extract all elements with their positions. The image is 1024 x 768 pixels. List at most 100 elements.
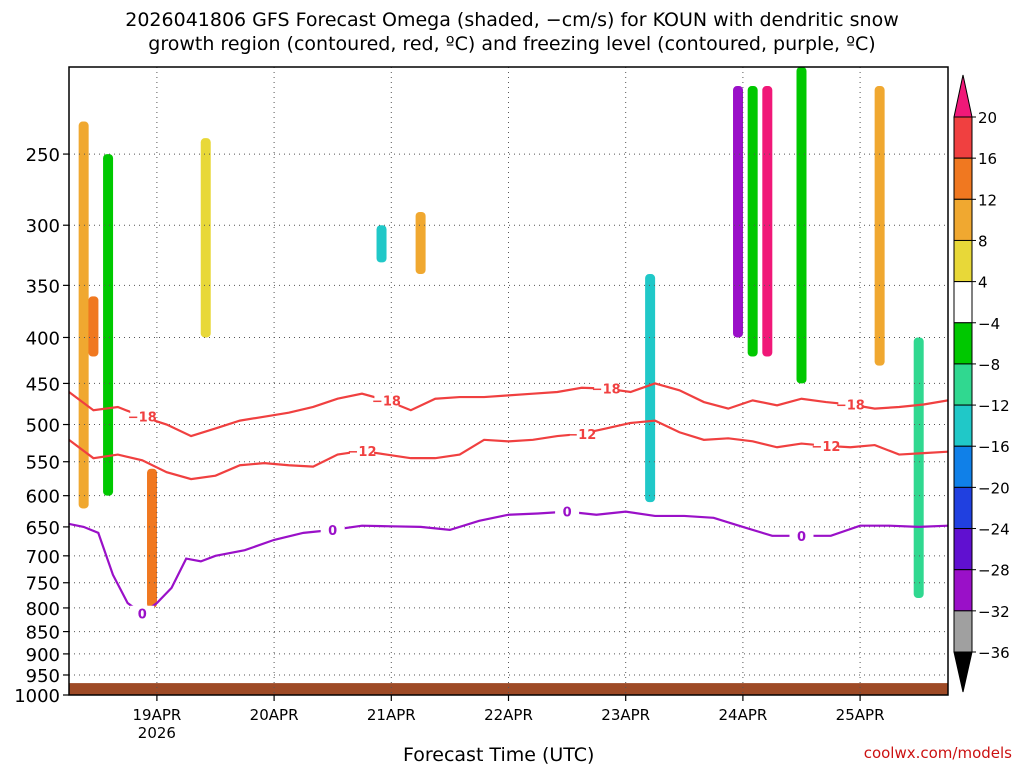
- dgz-18-label-0: −18: [128, 411, 157, 426]
- x-tick-label-23APR: 23APR: [601, 706, 650, 724]
- colorbar-swatch-7: [953, 404, 973, 447]
- freezing-contour: [69, 510, 948, 616]
- colorbar-label-7: −12: [978, 397, 1010, 415]
- dgz-12-label-2: −12: [811, 440, 840, 455]
- dgz-18-label-2: −18: [592, 383, 621, 398]
- omega-cell-12: [874, 86, 885, 366]
- y-tick-label-600: 600: [26, 487, 60, 508]
- freezing-label-2: 0: [563, 506, 572, 521]
- dgz-18-label-1: −18: [372, 394, 401, 409]
- x-tick-label-22APR: 22APR: [484, 706, 533, 724]
- omega-cell-6: [376, 225, 387, 263]
- dgz-12-label-0: −12: [348, 445, 377, 460]
- omega-cell-7: [645, 274, 656, 503]
- colorbar-label-11: −28: [978, 562, 1010, 580]
- omega-cell-8: [733, 86, 744, 338]
- y-axis-pressure: 2503003504004505005506006507007508008509…: [14, 145, 69, 707]
- x-tick-label-24APR: 24APR: [718, 706, 767, 724]
- omega-cell-13: [913, 337, 924, 599]
- omega-cell-0: [78, 121, 89, 509]
- freezing-label-bg-1: [320, 521, 345, 537]
- dgz-12-contour: [69, 419, 948, 481]
- dgz-18-label-bg-1: [374, 392, 399, 408]
- x-axis-label: Forecast Time (UTC): [403, 744, 595, 766]
- freezing-label-bg-0: [130, 605, 155, 621]
- colorbar-label-4: 4: [978, 274, 988, 292]
- freezing-label-bg-3: [789, 527, 814, 543]
- y-tick-label-550: 550: [26, 453, 60, 474]
- colorbar-swatch-1: [953, 157, 973, 200]
- site-credit[interactable]: coolwx.com/models: [863, 744, 1012, 762]
- colorbar-swatch-12: [953, 610, 973, 653]
- dgz-12-label-bg-0: [350, 442, 374, 458]
- colorbar-top-arrow: [953, 74, 973, 118]
- colorbar-label-2: 12: [978, 191, 997, 209]
- omega-cell-3: [147, 468, 158, 608]
- colorbar-swatch-5: [953, 322, 973, 365]
- colorbar-swatch-10: [953, 528, 973, 571]
- colorbar-swatch-4: [953, 281, 973, 324]
- omega-cell-4: [200, 138, 211, 338]
- omega-cell-9: [747, 86, 758, 357]
- colorbar-label-6: −8: [978, 356, 1000, 374]
- dgz-18-label-bg-2: [594, 380, 619, 396]
- colorbar-label-3: 8: [978, 232, 988, 250]
- colorbar-label-9: −20: [978, 479, 1010, 497]
- x-tick-label-21APR: 21APR: [367, 706, 416, 724]
- y-tick-label-800: 800: [26, 599, 60, 620]
- y-tick-label-450: 450: [26, 374, 60, 395]
- colorbar-bottom-arrow: [953, 651, 973, 693]
- y-tick-label-300: 300: [26, 216, 60, 237]
- y-tick-label-650: 650: [26, 518, 60, 539]
- colorbar-swatch-3: [953, 239, 973, 283]
- contour-lines: −18 −18 −18 −18 −12 −12 −12 0 0 0 0: [69, 380, 948, 623]
- x-tick-label-25APR: 25APR: [836, 706, 885, 724]
- omega-cell-10: [762, 86, 773, 357]
- x-tick-sublabel-19APR: 2026: [138, 724, 176, 742]
- x-tick-label-20APR: 20APR: [250, 706, 299, 724]
- title-line-2: growth region (contoured, red, ºC) and f…: [148, 33, 876, 55]
- y-tick-label-1000: 1000: [14, 686, 60, 707]
- omega-cell-1: [88, 296, 99, 357]
- y-tick-label-350: 350: [26, 276, 60, 297]
- colorbar-label-1: 16: [978, 150, 997, 168]
- y-tick-label-750: 750: [26, 574, 60, 595]
- omega-shading: [78, 67, 924, 608]
- colorbar-label-8: −16: [978, 438, 1010, 456]
- title-line-1: 2026041806 GFS Forecast Omega (shaded, −…: [125, 9, 899, 31]
- colorbar-swatch-0: [953, 116, 973, 159]
- ground-layer: [69, 683, 948, 695]
- colorbar-swatch-9: [953, 486, 973, 530]
- freezing-label-3: 0: [797, 530, 806, 545]
- y-tick-label-950: 950: [26, 666, 60, 687]
- colorbar-label-10: −24: [978, 521, 1010, 539]
- y-tick-label-250: 250: [26, 145, 60, 166]
- dgz-18-contour: [69, 382, 948, 438]
- colorbar-swatch-8: [953, 445, 973, 488]
- colorbar-label-0: 20: [978, 109, 997, 127]
- freezing-label-1: 0: [328, 524, 337, 539]
- x-tick-label-19APR: 19APR: [132, 706, 181, 724]
- omega-cell-11: [796, 67, 807, 384]
- colorbar-label-12: −32: [978, 603, 1010, 621]
- y-tick-label-400: 400: [26, 328, 60, 349]
- dgz-18-label-3: −18: [836, 399, 865, 414]
- colorbar-swatch-6: [953, 363, 973, 406]
- freezing-label-0: 0: [138, 608, 147, 623]
- chart-title: 2026041806 GFS Forecast Omega (shaded, −…: [0, 8, 1024, 56]
- dgz-12-label-bg-2: [813, 437, 838, 453]
- y-tick-label-850: 850: [26, 623, 60, 644]
- dgz-18-label-bg-3: [838, 396, 863, 412]
- y-tick-label-900: 900: [26, 645, 60, 666]
- colorbar: 20 16 12 8 4 −4 −8 −12 −16 −20 −24 −28 −32 −36: [953, 74, 1010, 693]
- y-tick-label-700: 700: [26, 547, 60, 568]
- colorbar-label-13: −36: [978, 644, 1010, 662]
- dgz-12-label-1: −12: [567, 428, 596, 443]
- colorbar-label-5: −4: [978, 315, 1000, 333]
- colorbar-swatch-11: [953, 569, 973, 612]
- ground-fill: [69, 683, 948, 695]
- dgz-12-label-bg-1: [569, 425, 594, 441]
- omega-cell-2: [103, 154, 114, 496]
